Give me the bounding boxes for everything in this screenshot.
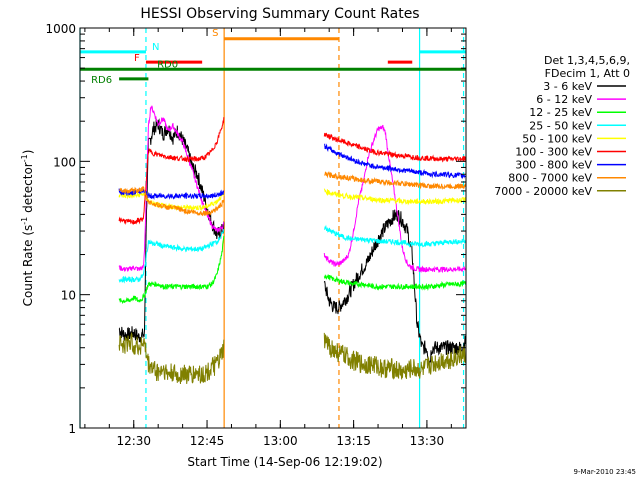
- legend-label-6: 100 - 300 keV: [515, 146, 592, 159]
- series-line-4-seg1: [118, 228, 225, 284]
- series-lines: [118, 105, 467, 385]
- legend-label-2: 6 - 12 keV: [536, 93, 592, 106]
- series-line-7-seg2: [324, 143, 467, 180]
- flag-label-n: N: [152, 42, 159, 53]
- series-line-2-seg2: [323, 124, 467, 274]
- y-tick-label-3: 100: [53, 155, 76, 169]
- legend-label-4: 25 - 50 keV: [529, 119, 592, 132]
- y-tick-label-2: 10: [61, 289, 76, 303]
- flag-label-rd6: RD6: [91, 75, 112, 86]
- footer-date: 9-Mar-2010 23:45: [574, 468, 636, 476]
- series-line-3-seg1: [118, 235, 225, 305]
- x-axis-label: Start Time (14-Sep-06 12:19:02): [187, 455, 382, 469]
- series-line-9-seg1: [118, 331, 225, 385]
- plot-frame: [79, 27, 467, 429]
- legend-label-8: 800 - 7000 keV: [508, 172, 592, 185]
- legend-header-2: FDecim 1, Att 0: [545, 67, 630, 80]
- flag-label-s: S: [212, 28, 218, 39]
- y-axis-label: Count Rate (s-1 detector-1): [20, 150, 35, 307]
- series-line-8-seg2: [324, 170, 467, 190]
- x-tick-label-4: 13:15: [336, 434, 371, 448]
- y-tick-label-1: 1: [68, 422, 76, 436]
- x-tick-label-2: 12:45: [190, 434, 225, 448]
- series-line-4-seg2: [324, 224, 467, 248]
- legend-label-9: 7000 - 20000 keV: [494, 185, 592, 198]
- legend-label-1: 3 - 6 keV: [543, 80, 592, 93]
- legend-label-3: 12 - 25 keV: [529, 106, 592, 119]
- series-line-2-seg1: [118, 105, 225, 272]
- y-axis: 1 10 100 1000: [45, 22, 466, 436]
- flag-label-rd0: RD0: [157, 59, 178, 70]
- x-axis: 12:30 12:45 13:00 13:15 13:30: [84, 28, 452, 448]
- y-tick-label-4: 1000: [45, 22, 76, 36]
- series-line-3-seg2: [323, 274, 467, 291]
- x-tick-label-5: 13:30: [410, 434, 445, 448]
- flag-bars: N F S RD0 RD6: [80, 28, 466, 86]
- legend-label-5: 50 - 100 keV: [522, 132, 592, 145]
- x-tick-label-3: 13:00: [263, 434, 298, 448]
- series-line-8-seg1: [118, 186, 225, 217]
- x-tick-label-1: 12:30: [116, 434, 151, 448]
- series-line-1-seg2: [323, 209, 467, 368]
- flag-label-f: F: [134, 53, 140, 64]
- series-line-5-seg2: [323, 188, 467, 206]
- chart-title: HESSI Observing Summary Count Rates: [140, 6, 419, 22]
- series-line-6-seg2: [323, 132, 467, 163]
- legend-label-7: 300 - 800 keV: [515, 159, 592, 172]
- legend-header-1: Det 1,3,4,5,6,9,: [544, 54, 630, 67]
- series-line-9-seg2: [323, 332, 467, 380]
- series-line-6-seg1: [118, 117, 225, 226]
- legend: Det 1,3,4,5,6,9, FDecim 1, Att 0 3 - 6 k…: [494, 54, 630, 198]
- series-line-1-seg1: [118, 118, 225, 344]
